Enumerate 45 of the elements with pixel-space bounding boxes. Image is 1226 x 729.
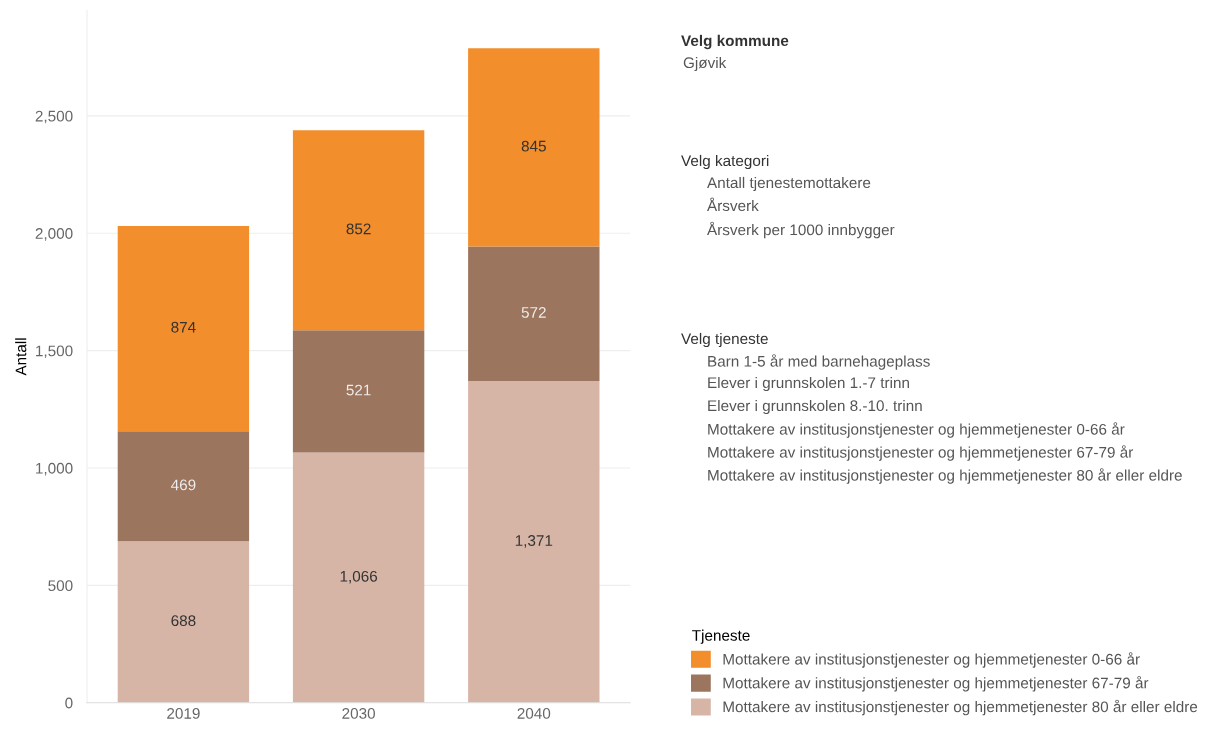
- y-tick-label: 0: [65, 697, 73, 709]
- text: Årsverk per 1000 innbygger: [707, 221, 895, 239]
- bar: [117, 431, 250, 542]
- bar: [292, 452, 425, 703]
- x-tick-label: 2030: [342, 708, 375, 719]
- text: Mottakere av institusjonstjenester og hjemmetjenester 0-66 år: [708, 422, 1125, 438]
- text: Mottakere av institusjonstjenester og hjemmetjenester 80 år eller eldre: [708, 468, 1182, 484]
- legend-label: Mottakere av institusjonstjenester og hjemmetjenester 0-66 år: [723, 652, 1140, 668]
- y-tick-label: 1,500: [36, 345, 73, 359]
- bar: [468, 380, 600, 703]
- legend-label: Mottakere av institusjonstjenester og hjemmetjenester 67-79 år: [723, 675, 1149, 692]
- data-label: 572: [521, 307, 546, 318]
- x-tick-label: 2019: [167, 708, 200, 719]
- x-tick-label: 2040: [517, 708, 551, 719]
- data-label: 521: [346, 384, 371, 396]
- data-label: 469: [171, 479, 196, 491]
- data-label: 1,066: [340, 570, 378, 584]
- bar: [292, 130, 425, 331]
- text: Elever i grunnskolen 1.-7 trinn: [708, 376, 909, 392]
- data-label: 852: [346, 223, 371, 235]
- bar: [468, 246, 600, 381]
- data-label: 1,371: [515, 535, 553, 548]
- text: Elever i grunnskolen 8.-10. trinn: [708, 399, 922, 415]
- bar: [292, 330, 425, 453]
- y-tick-label: 2,500: [35, 110, 73, 124]
- data-label: 874: [171, 321, 196, 333]
- data-label: 845: [521, 140, 546, 152]
- y-axis-title: Antall: [15, 338, 27, 376]
- text: Årsverk: [707, 197, 759, 212]
- y-tick-label: 1,000: [36, 462, 73, 476]
- bar: [468, 48, 600, 247]
- text: Barn 1-5 år med barnehageplass: [708, 354, 930, 370]
- legend-title: Tjeneste: [692, 629, 750, 644]
- legend-label: Mottakere av institusjonstjenester og hjemmetjenester 80 år eller eldre: [723, 699, 1198, 716]
- text: Antall tjenestemottakere: [707, 176, 871, 192]
- text: Velg tjeneste: [681, 332, 768, 348]
- y-tick-label: 500: [48, 580, 73, 592]
- y-tick-label: 2,000: [35, 228, 73, 241]
- data-label: 688: [171, 615, 196, 627]
- bar: [117, 541, 250, 703]
- text: Velg kommune: [681, 34, 789, 50]
- bar: [117, 225, 250, 432]
- text: Mottakere av institusjonstjenester og hjemmetjenester 67-79 år: [708, 445, 1134, 461]
- text: Gjøvik: [683, 56, 727, 72]
- text: Velg kategori: [681, 154, 769, 170]
